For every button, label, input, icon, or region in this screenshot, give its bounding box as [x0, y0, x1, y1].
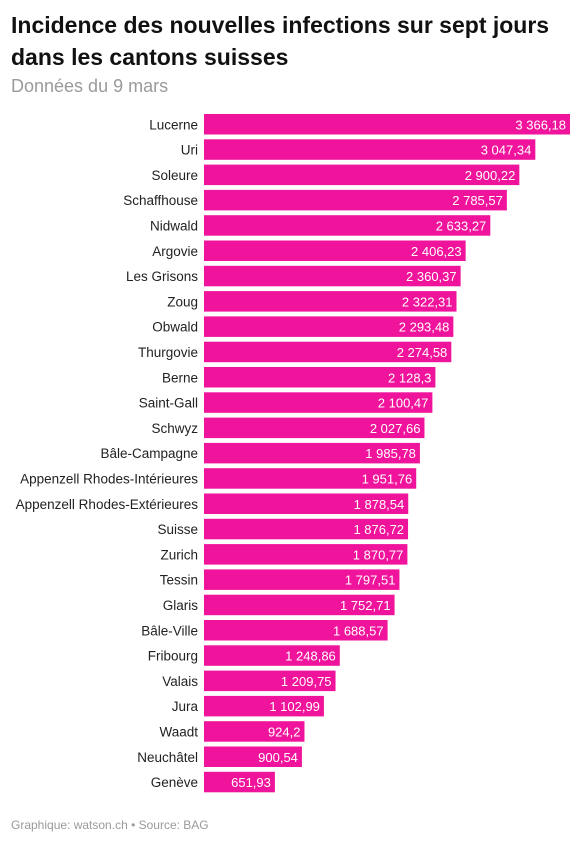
category-label: Appenzell Rhodes-Intérieures — [20, 471, 198, 486]
bar-value-label: 1 876,72 — [353, 522, 404, 537]
category-label: Soleure — [151, 168, 198, 183]
bar-value-label: 1 248,86 — [285, 649, 336, 664]
category-label: Saint-Gall — [139, 396, 198, 411]
bar-value-label: 3 047,34 — [481, 143, 532, 158]
bar-value-label: 924,2 — [268, 724, 301, 739]
bar — [204, 695, 324, 717]
bar — [204, 594, 395, 616]
bar — [204, 468, 417, 489]
category-label: Argovie — [152, 244, 198, 259]
bar — [204, 620, 388, 641]
bar — [204, 189, 507, 211]
category-label: Thurgovie — [138, 345, 198, 360]
bar-value-label: 1 102,99 — [269, 699, 320, 714]
category-label: Glaris — [163, 598, 199, 613]
bar — [204, 139, 536, 160]
bar — [204, 518, 409, 540]
category-label: Zoug — [167, 294, 198, 309]
bar — [204, 544, 408, 565]
bar — [204, 316, 454, 337]
category-label: Nidwald — [150, 218, 198, 233]
bar — [204, 670, 336, 692]
bar-value-label: 1 951,76 — [362, 471, 413, 486]
bar — [204, 164, 520, 186]
category-label: Zurich — [160, 547, 198, 562]
category-label: Waadt — [159, 724, 198, 739]
bar — [204, 569, 400, 590]
category-label: Bâle-Ville — [141, 623, 198, 638]
chart-subtitle: Données du 9 mars — [11, 76, 169, 96]
bar — [204, 392, 433, 413]
category-label: Fribourg — [148, 649, 198, 664]
category-label: Schaffhouse — [123, 193, 198, 208]
category-label: Jura — [172, 699, 199, 714]
category-label: Neuchâtel — [137, 750, 198, 765]
bar-value-label: 2 100,47 — [378, 396, 429, 411]
category-label: Lucerne — [149, 117, 198, 132]
bar — [204, 240, 466, 261]
bar-value-label: 2 274,58 — [397, 345, 448, 360]
bar — [204, 417, 425, 439]
bar-value-label: 2 128,3 — [388, 370, 431, 385]
category-label: Valais — [162, 674, 198, 689]
bar-value-label: 2 406,23 — [411, 244, 462, 259]
category-label: Uri — [181, 143, 198, 158]
category-label: Obwald — [152, 320, 198, 335]
bar — [204, 493, 409, 514]
bar-chart: Lucerne 3 366,18 Uri 3 047,34 Soleure 2 900,2… — [16, 114, 570, 793]
bar-value-label: 2 360,37 — [406, 269, 457, 284]
bar-value-label: 1 688,57 — [333, 623, 384, 638]
bar — [204, 367, 436, 388]
bar-value-label: 2 027,66 — [370, 421, 421, 436]
category-label: Bâle-Campagne — [100, 446, 198, 461]
bar-value-label: 651,93 — [231, 775, 271, 790]
bar-value-label: 2 900,22 — [465, 168, 516, 183]
chart-footer: Graphique: watson.ch • Source: BAG — [11, 818, 209, 832]
bar — [204, 746, 302, 767]
bar-value-label: 2 322,31 — [402, 294, 453, 309]
category-label: Appenzell Rhodes-Extérieures — [16, 497, 199, 512]
bar-value-label: 1 752,71 — [340, 598, 391, 613]
bar — [204, 114, 570, 135]
bar-value-label: 1 209,75 — [281, 674, 332, 689]
bar-value-label: 2 633,27 — [436, 218, 487, 233]
bar-value-label: 1 797,51 — [345, 573, 396, 588]
bar — [204, 721, 305, 742]
bar-value-label: 3 366,18 — [515, 117, 566, 132]
category-label: Genève — [151, 775, 198, 790]
bar-value-label: 1 985,78 — [365, 446, 416, 461]
category-label: Tessin — [160, 573, 198, 588]
bar — [204, 291, 457, 312]
bar — [204, 442, 420, 464]
category-label: Suisse — [157, 522, 198, 537]
category-label: Les Grisons — [126, 269, 198, 284]
chart-title: Incidence des nouvelles infections sur s… — [11, 12, 550, 70]
bar — [204, 215, 491, 236]
bar — [204, 265, 461, 287]
bar — [204, 341, 452, 363]
bar-value-label: 1 878,54 — [354, 497, 405, 512]
bar-value-label: 1 870,77 — [353, 547, 404, 562]
category-label: Schwyz — [151, 421, 198, 436]
bar-value-label: 2 785,57 — [452, 193, 503, 208]
bar — [204, 645, 340, 666]
bar — [204, 771, 275, 793]
bar-value-label: 2 293,48 — [399, 320, 450, 335]
category-label: Berne — [162, 370, 198, 385]
bar-value-label: 900,54 — [258, 750, 298, 765]
